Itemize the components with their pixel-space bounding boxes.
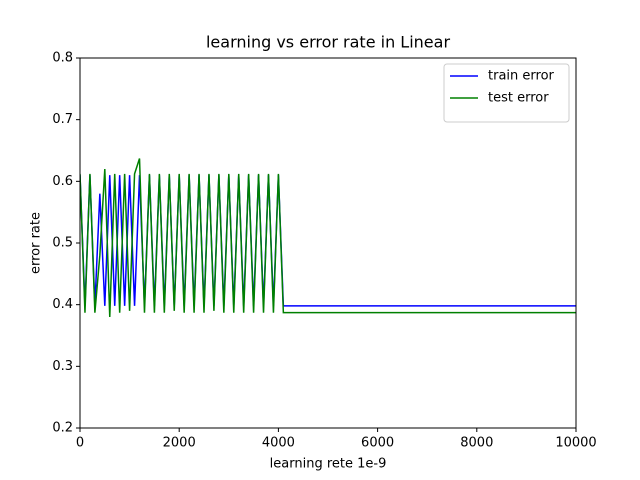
y-axis-label: error rate: [29, 212, 44, 274]
series-line: [80, 175, 576, 307]
chart-title: learning vs error rate in Linear: [206, 33, 450, 52]
x-tick-label: 10000: [555, 436, 596, 451]
legend-label: test error: [488, 91, 549, 106]
y-tick-label: 0.5: [52, 236, 73, 251]
legend-label: train error: [488, 69, 555, 84]
x-tick-label: 4000: [262, 436, 295, 451]
x-tick-label: 6000: [361, 436, 394, 451]
x-tick-label: 2000: [163, 436, 196, 451]
y-tick-label: 0.7: [52, 112, 73, 127]
legend-box: [443, 63, 570, 123]
y-tick-label: 0.8: [52, 51, 73, 66]
x-axis-label: learning rete 1e-9: [270, 457, 387, 472]
series-line: [80, 158, 576, 318]
y-tick-label: 0.6: [52, 174, 73, 189]
y-tick-label: 0.4: [52, 297, 73, 312]
y-tick-label: 0.3: [52, 359, 73, 374]
y-tick-label: 0.2: [52, 421, 73, 436]
x-tick-label: 0: [76, 436, 84, 451]
plot-frame: [79, 57, 577, 429]
x-tick-label: 8000: [460, 436, 493, 451]
